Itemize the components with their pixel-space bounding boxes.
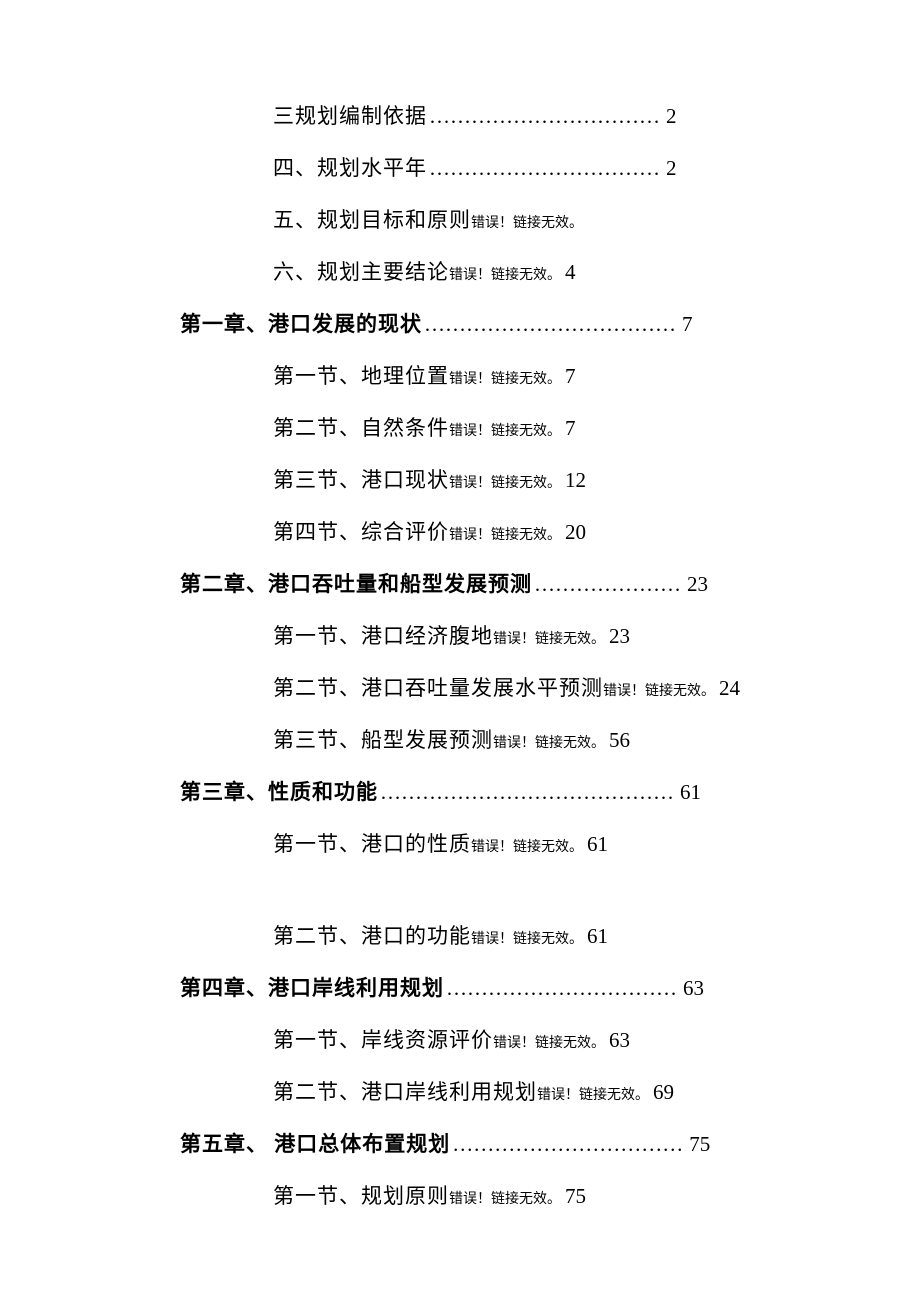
toc-page-number: 63 bbox=[609, 1028, 630, 1053]
toc-page-number: 75 bbox=[689, 1132, 710, 1157]
toc-chapter: 第五章、 港口总体布置规划 ……………………………75 bbox=[180, 1128, 790, 1158]
toc-error-text: 错误！链接无效。 bbox=[493, 1032, 605, 1052]
toc-label: 五、规划目标和原则 bbox=[273, 204, 471, 234]
toc-label: 第二节、港口岸线利用规划 bbox=[273, 1076, 537, 1106]
toc-section: 第一节、岸线资源评价 错误！链接无效。63 bbox=[273, 1024, 790, 1054]
toc-gap bbox=[130, 880, 790, 920]
toc-label: 第三节、港口现状 bbox=[273, 464, 449, 494]
toc-page-number: 7 bbox=[565, 364, 576, 389]
toc-page-number: 7 bbox=[565, 416, 576, 441]
toc-page-number: 63 bbox=[683, 976, 704, 1001]
toc-error-text: 错误！链接无效。 bbox=[449, 368, 561, 388]
toc-section: 第一节、港口经济腹地 错误！链接无效。23 bbox=[273, 620, 790, 650]
toc-page-number: 23 bbox=[609, 624, 630, 649]
toc-error-text: 错误！链接无效。 bbox=[449, 420, 561, 440]
toc-section: 第三节、船型发展预测 错误！链接无效。56 bbox=[273, 724, 790, 754]
toc-label: 第二节、港口的功能 bbox=[273, 920, 471, 950]
toc-page-number: 7 bbox=[682, 312, 693, 337]
toc-section: 第二节、港口的功能 错误！链接无效。61 bbox=[273, 920, 790, 950]
toc-dots: ………………… bbox=[534, 572, 681, 597]
toc-error-text: 错误！链接无效。 bbox=[449, 524, 561, 544]
toc-label: 第四章、港口岸线利用规划 bbox=[180, 972, 444, 1002]
toc-section: 六、规划主要结论错误！链接无效。4 bbox=[273, 256, 790, 286]
toc-page-number: 24 bbox=[719, 676, 740, 701]
toc-label: 三规划编制依据 bbox=[273, 100, 427, 130]
toc-label: 第一章、港口发展的现状 bbox=[180, 308, 422, 338]
toc-section: 第二节、自然条件 错误！链接无效。7 bbox=[273, 412, 790, 442]
toc-section: 第一节、港口的性质 错误！链接无效。61 bbox=[273, 828, 790, 858]
toc-page-number: 20 bbox=[565, 520, 586, 545]
toc-label: 第三章、性质和功能 bbox=[180, 776, 378, 806]
toc-page-number: 2 bbox=[666, 104, 677, 129]
toc-section: 第一节、规划原则 错误！链接无效。75 bbox=[273, 1180, 790, 1210]
toc-error-text: 错误！链接无效。 bbox=[471, 212, 583, 232]
toc-error-text: 错误！链接无效。 bbox=[603, 680, 715, 700]
toc-page-number: 4 bbox=[565, 260, 576, 285]
toc-section: 第三节、港口现状 错误！链接无效。12 bbox=[273, 464, 790, 494]
toc-dots: …………………………… bbox=[429, 156, 660, 181]
toc-label: 六、规划主要结论 bbox=[273, 256, 449, 286]
toc-dots: …………………………… bbox=[452, 1132, 683, 1157]
toc-page-number: 12 bbox=[565, 468, 586, 493]
toc-section: 第四节、综合评价 错误！链接无效。20 bbox=[273, 516, 790, 546]
toc-section: 四、规划水平年……………………………2 bbox=[273, 152, 790, 182]
toc-chapter: 第三章、性质和功能 ……………………………………61 bbox=[180, 776, 790, 806]
toc-page-number: 75 bbox=[565, 1184, 586, 1209]
toc-page-number: 2 bbox=[666, 156, 677, 181]
toc-section: 五、规划目标和原则错误！链接无效。 bbox=[273, 204, 790, 234]
toc-label: 第二章、港口吞吐量和船型发展预测 bbox=[180, 568, 532, 598]
toc-dots: ……………………………… bbox=[424, 312, 676, 337]
toc-section: 三规划编制依据……………………………2 bbox=[273, 100, 790, 130]
toc-label: 第二节、港口吞吐量发展水平预测 bbox=[273, 672, 603, 702]
toc-chapter: 第一章、港口发展的现状 ………………………………7 bbox=[180, 308, 790, 338]
toc-dots: …………………………………… bbox=[380, 780, 674, 805]
toc-label: 第一节、港口的性质 bbox=[273, 828, 471, 858]
toc-error-text: 错误！链接无效。 bbox=[449, 264, 561, 284]
toc-page-number: 56 bbox=[609, 728, 630, 753]
toc-dots: …………………………… bbox=[429, 104, 660, 129]
toc-chapter: 第二章、港口吞吐量和船型发展预测 …………………23 bbox=[180, 568, 790, 598]
toc-page-number: 61 bbox=[587, 832, 608, 857]
toc-label: 第一节、规划原则 bbox=[273, 1180, 449, 1210]
toc-section: 第二节、港口岸线利用规划 错误！链接无效。69 bbox=[273, 1076, 790, 1106]
toc-chapter: 第四章、港口岸线利用规划 ……………………………63 bbox=[180, 972, 790, 1002]
toc-label: 第一节、岸线资源评价 bbox=[273, 1024, 493, 1054]
toc-label: 第三节、船型发展预测 bbox=[273, 724, 493, 754]
toc-dots: …………………………… bbox=[446, 976, 677, 1001]
toc-label: 第五章、 港口总体布置规划 bbox=[180, 1128, 450, 1158]
toc-page-number: 61 bbox=[680, 780, 701, 805]
toc-error-text: 错误！链接无效。 bbox=[493, 732, 605, 752]
toc-error-text: 错误！链接无效。 bbox=[449, 1188, 561, 1208]
toc-label: 第一节、地理位置 bbox=[273, 360, 449, 390]
toc-page: 三规划编制依据……………………………2四、规划水平年……………………………2五、… bbox=[0, 0, 920, 1292]
toc-error-text: 错误！链接无效。 bbox=[471, 836, 583, 856]
toc-page-number: 69 bbox=[653, 1080, 674, 1105]
toc-page-number: 23 bbox=[687, 572, 708, 597]
toc-error-text: 错误！链接无效。 bbox=[471, 928, 583, 948]
toc-label: 第四节、综合评价 bbox=[273, 516, 449, 546]
toc-section: 第二节、港口吞吐量发展水平预测 错误！链接无效。24 bbox=[273, 672, 790, 702]
toc-section: 第一节、地理位置 错误！链接无效。7 bbox=[273, 360, 790, 390]
toc-label: 第一节、港口经济腹地 bbox=[273, 620, 493, 650]
toc-page-number: 61 bbox=[587, 924, 608, 949]
toc-label: 四、规划水平年 bbox=[273, 152, 427, 182]
toc-error-text: 错误！链接无效。 bbox=[493, 628, 605, 648]
toc-error-text: 错误！链接无效。 bbox=[537, 1084, 649, 1104]
toc-error-text: 错误！链接无效。 bbox=[449, 472, 561, 492]
toc-label: 第二节、自然条件 bbox=[273, 412, 449, 442]
